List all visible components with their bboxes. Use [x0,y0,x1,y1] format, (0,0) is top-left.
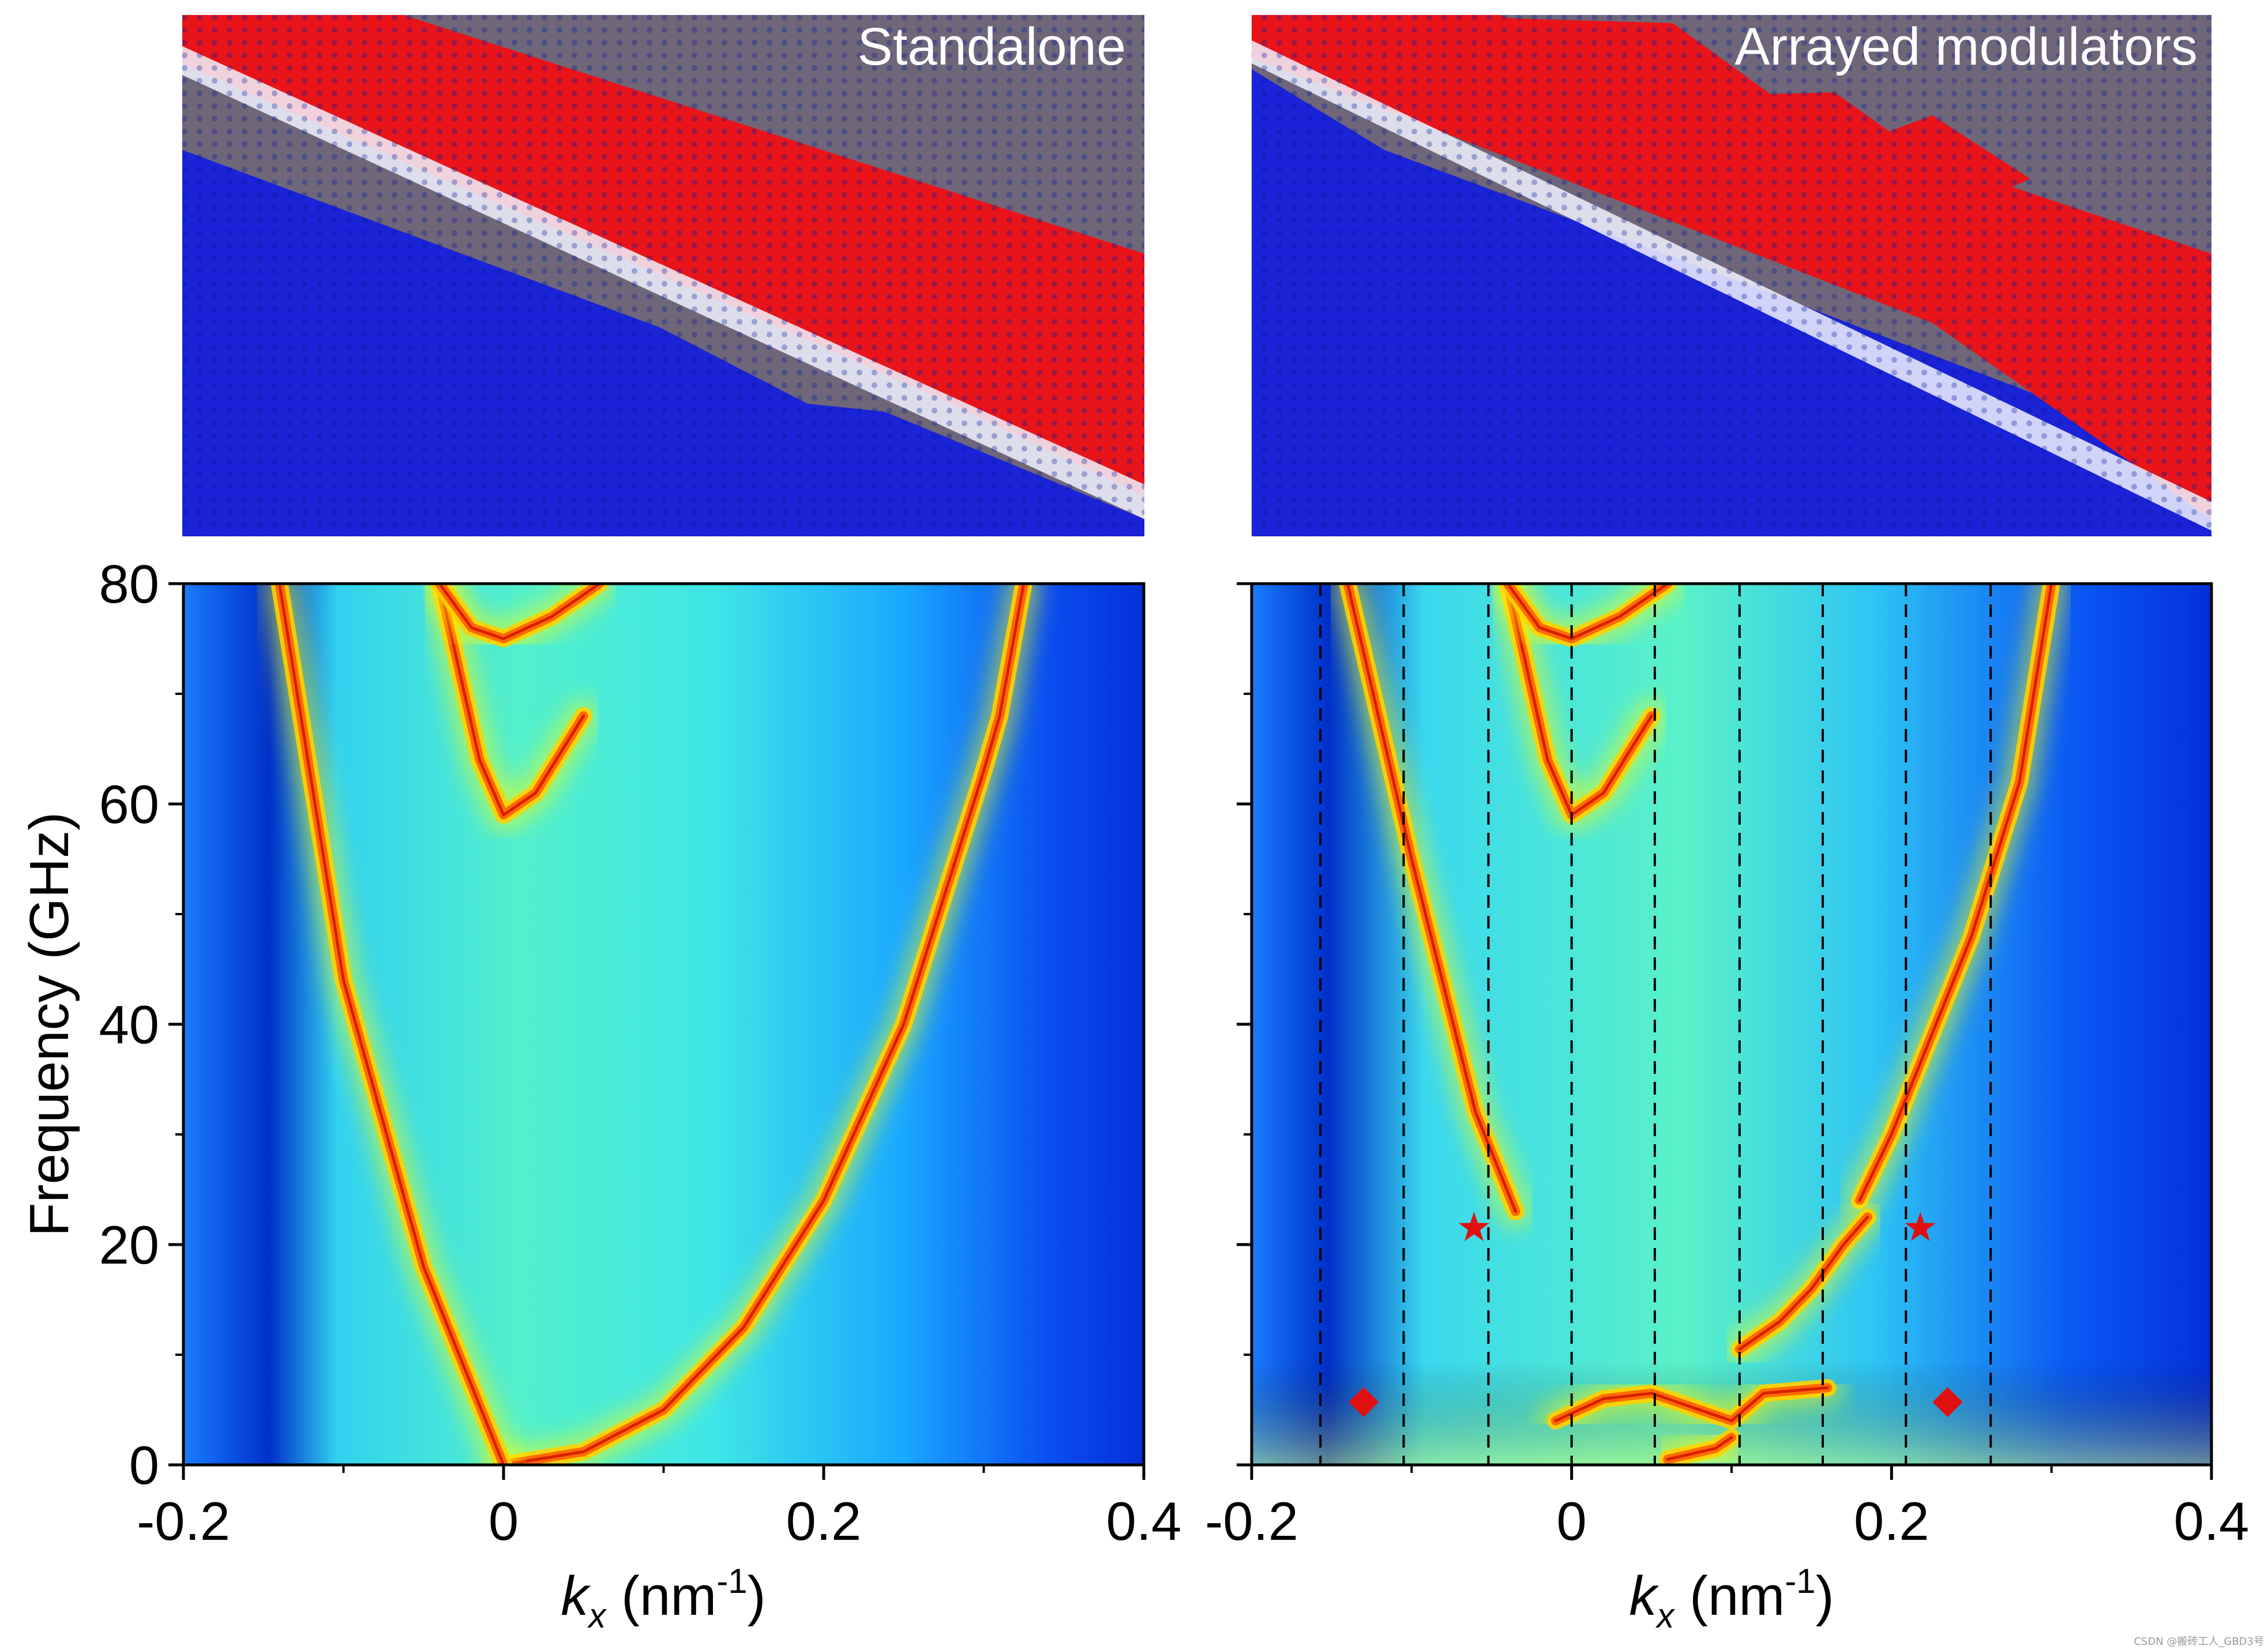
standalone-title: Standalone [857,17,1126,76]
diamond-marker [1349,1387,1379,1418]
xlabel-unit: (nm [606,1565,716,1627]
marker-group [1349,1212,1963,1418]
ridge-spine [1554,1386,1829,1423]
x-tick-label: 0.2 [1854,1491,1929,1551]
star-marker [1458,1212,1490,1241]
xlabel-k: k [1629,1565,1659,1627]
y-tick-label: 60 [99,774,159,835]
ridge-spine [1738,1215,1869,1351]
x-tick-label: 0.4 [2174,1491,2250,1551]
xlabel-close: ) [1816,1565,1834,1627]
y-tick-label: 20 [99,1215,159,1275]
ridge-spine [502,584,1026,1465]
xlabel-close: ) [748,1565,766,1627]
spin-arrow-texture [182,15,1144,536]
arrayed-heatmap [1252,584,2211,1465]
ridge-spine [278,584,505,1465]
ridge-spine [1858,584,2053,1202]
x-tick-label: 0.4 [1106,1491,1182,1551]
ridge-spine [438,584,601,640]
arrayed-title: Arrayed modulators [1734,17,2198,76]
spin-arrow-texture [1252,15,2211,536]
standalone-heatmap [183,584,1144,1465]
x-axis-title-right: kx (nm-1) [1629,1562,1834,1635]
x-tick-label: -0.2 [1205,1491,1298,1551]
ridge-spine [1666,1435,1733,1461]
xlabel-sub: x [587,1596,607,1635]
credit-text: CSDN @搬砖工人_GBD3号 [2134,1636,2264,1648]
xlabel-sup: -1 [1785,1562,1815,1600]
x-tick-label: 0 [489,1491,519,1551]
standalone-render: Standalone [182,15,1144,536]
diamond-marker [1932,1387,1963,1418]
zone-boundary-group [1319,584,1992,1465]
arrayed-render: Arrayed modulators [1252,15,2211,536]
ridge-spine [1346,584,1518,1213]
x-tick-label: 0 [1557,1491,1587,1551]
y-tick-label: 80 [99,554,159,614]
arrayed-axes: -0.2 0 0.2 0.4 [1205,582,2250,1551]
y-axis-title: Frequency (GHz) [18,812,80,1236]
x-tick-label: 0.2 [786,1491,862,1551]
x-tick-label: -0.2 [137,1491,230,1551]
y-tick-label: 0 [129,1435,159,1495]
xlabel-sup: -1 [716,1562,747,1600]
ridge-group [264,584,1039,1465]
y-tick-label: 40 [99,994,159,1055]
ridge-spine [1506,584,1669,640]
star-marker [1905,1212,1936,1241]
xlabel-sub: x [1655,1596,1675,1635]
heatmap-background [1252,584,2211,1465]
xlabel-unit: (nm [1674,1565,1785,1627]
ridge-spine [438,584,585,817]
ridge-group [1332,584,2067,1465]
xlabel-k: k [561,1565,591,1627]
x-axis-title-left: kx (nm-1) [561,1562,765,1635]
